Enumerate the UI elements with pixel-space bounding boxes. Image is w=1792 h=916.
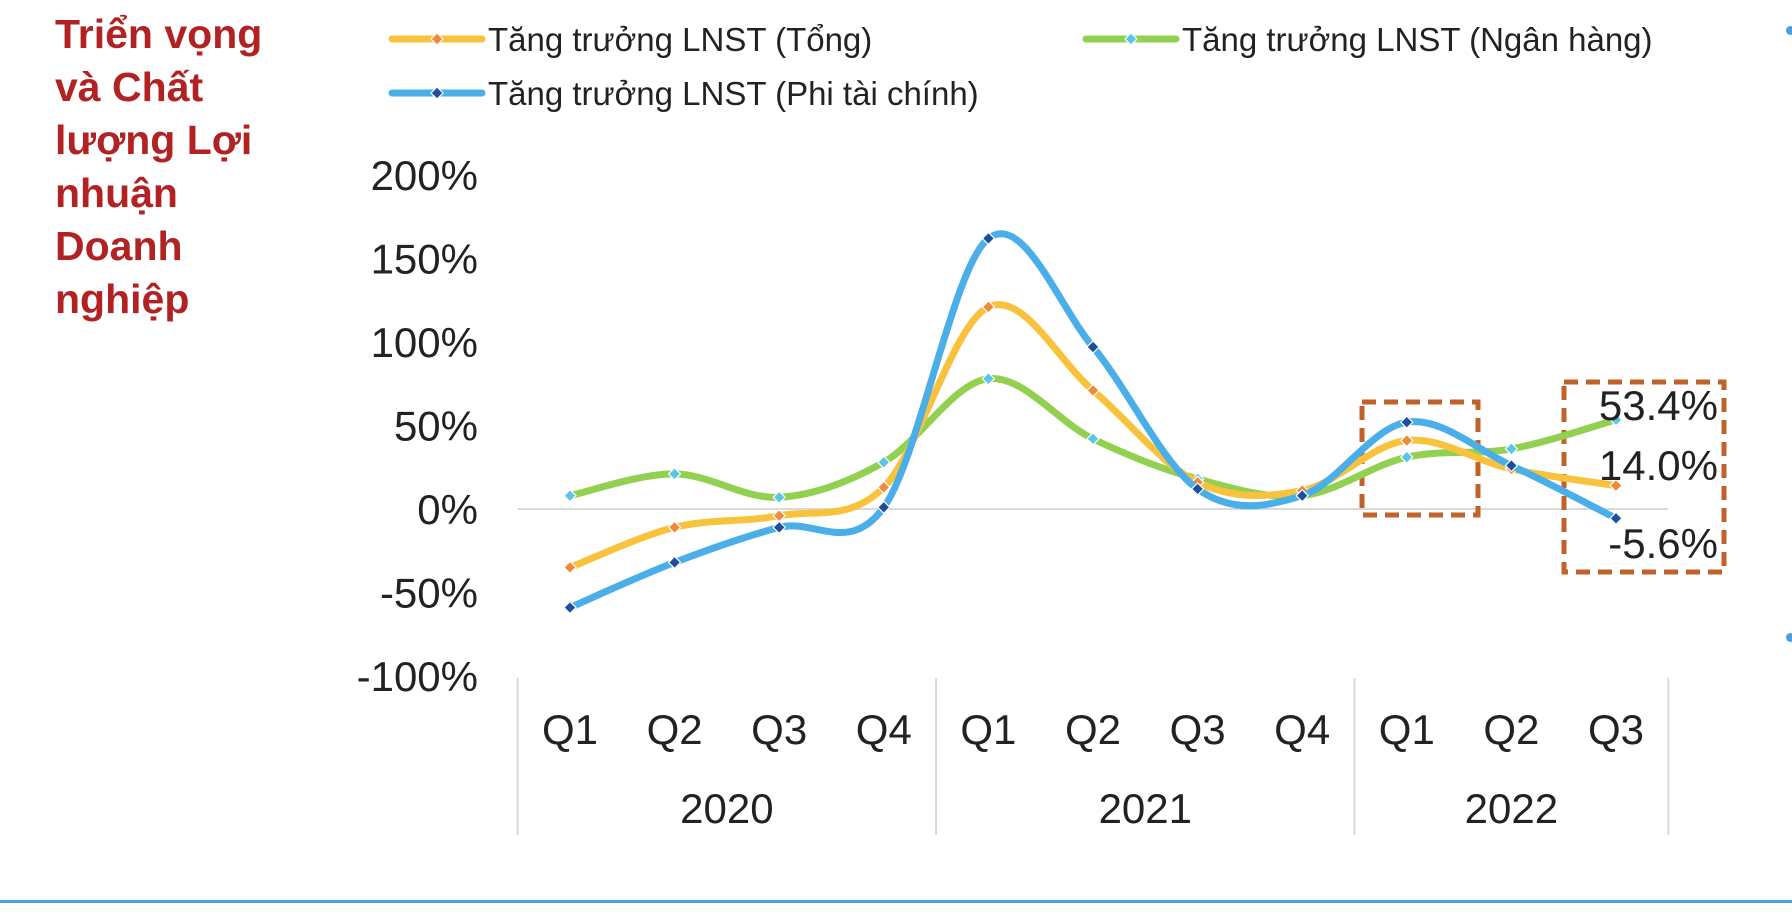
x-tick-label: Q1 bbox=[542, 706, 598, 753]
x-tick-label: Q4 bbox=[856, 706, 912, 753]
data-point-marker bbox=[1086, 340, 1100, 354]
legend-swatch-marker bbox=[1124, 32, 1138, 46]
data-point-marker bbox=[1609, 478, 1623, 493]
legend-label: Tăng trưởng LNST (Tổng) bbox=[488, 21, 872, 58]
x-tick-label: Q2 bbox=[1483, 706, 1539, 753]
x-tick-label: Q2 bbox=[647, 706, 703, 753]
data-point-marker bbox=[772, 490, 787, 505]
data-point-marker bbox=[667, 467, 682, 481]
x-group-label: 2021 bbox=[1099, 785, 1192, 832]
x-tick-label: Q1 bbox=[1379, 706, 1435, 753]
y-tick-label: 50% bbox=[394, 403, 478, 450]
x-tick-label: Q4 bbox=[1274, 706, 1330, 753]
data-point-marker bbox=[1190, 482, 1205, 496]
data-label: 53.4% bbox=[1599, 382, 1718, 429]
series-line-3 bbox=[566, 230, 1620, 612]
y-tick-label: -50% bbox=[380, 570, 478, 617]
data-point-marker bbox=[981, 231, 996, 246]
x-tick-label: Q2 bbox=[1065, 706, 1121, 753]
data-point-marker bbox=[1399, 433, 1414, 448]
data-point-marker bbox=[876, 500, 891, 515]
legend-label: Tăng trưởng LNST (Ngân hàng) bbox=[1182, 21, 1653, 58]
data-point-marker bbox=[876, 480, 891, 495]
y-tick-label: 150% bbox=[371, 236, 478, 283]
legend-label: Tăng trưởng LNST (Phi tài chính) bbox=[488, 75, 979, 112]
section-title: Triển vọng và Chất lượng Lợi nhuận Doanh… bbox=[55, 11, 263, 322]
data-point-marker bbox=[981, 300, 996, 314]
data-point-marker bbox=[563, 600, 577, 615]
data-point-marker bbox=[1609, 511, 1623, 526]
data-label: 14.0% bbox=[1599, 442, 1718, 489]
data-point-marker bbox=[1399, 415, 1414, 430]
data-point-marker bbox=[981, 371, 996, 386]
data-point-marker bbox=[1504, 442, 1519, 456]
x-group-label: 2020 bbox=[680, 785, 773, 832]
data-point-marker bbox=[563, 488, 577, 503]
data-point-marker bbox=[1086, 432, 1100, 446]
data-point-marker bbox=[1504, 458, 1519, 473]
y-tick-label: 200% bbox=[371, 152, 478, 199]
x-tick-label: Q3 bbox=[1588, 706, 1644, 753]
legend-swatch-marker bbox=[430, 32, 444, 46]
data-point-marker bbox=[563, 560, 577, 575]
bullet-dot-bottom bbox=[1786, 633, 1792, 642]
x-tick-label: Q1 bbox=[960, 706, 1016, 753]
y-tick-label: 0% bbox=[417, 486, 478, 533]
series-line-1 bbox=[566, 301, 1620, 571]
x-tick-label: Q3 bbox=[751, 706, 807, 753]
data-point-marker bbox=[1086, 383, 1100, 398]
data-label: -5.6% bbox=[1608, 520, 1718, 567]
data-point-marker bbox=[1295, 488, 1310, 503]
data-point-marker bbox=[876, 455, 891, 470]
data-point-marker bbox=[1399, 450, 1414, 465]
data-point-marker bbox=[1609, 412, 1623, 427]
bottom-rule bbox=[0, 900, 1792, 903]
y-tick-label: 100% bbox=[371, 319, 478, 366]
data-point-marker bbox=[772, 520, 787, 535]
data-point-marker bbox=[667, 520, 682, 535]
bullet-dot-top bbox=[1786, 26, 1792, 35]
y-tick-label: -100% bbox=[357, 653, 478, 700]
x-group-label: 2022 bbox=[1465, 785, 1558, 832]
data-point-marker bbox=[667, 555, 682, 570]
legend-swatch-marker bbox=[430, 86, 444, 100]
x-tick-label: Q3 bbox=[1170, 706, 1226, 753]
